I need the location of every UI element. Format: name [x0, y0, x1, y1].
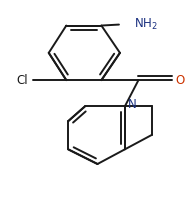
Text: Cl: Cl	[17, 74, 28, 87]
Text: NH$_2$: NH$_2$	[134, 17, 157, 32]
Text: O: O	[176, 74, 185, 87]
Text: N: N	[128, 98, 136, 111]
